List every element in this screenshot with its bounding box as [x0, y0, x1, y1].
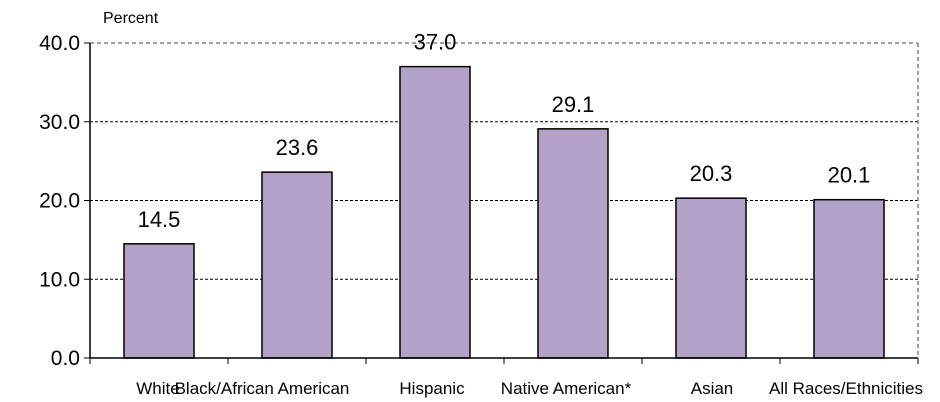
- bar-value-label: 29.1: [552, 92, 595, 117]
- y-tick-label: 0.0: [51, 347, 80, 370]
- y-axis-label: Percent: [103, 10, 159, 27]
- x-category-label: Black/African American: [175, 379, 350, 398]
- x-category-label: Asian: [691, 379, 734, 398]
- bar-value-label: 37.0: [414, 30, 457, 55]
- y-tick-label: 20.0: [39, 190, 80, 213]
- plot-frame: [90, 42, 919, 358]
- bar: [399, 65, 471, 359]
- y-tick-label: 40.0: [39, 32, 80, 55]
- x-category-label: White: [136, 379, 179, 398]
- bars: [123, 65, 885, 359]
- bar: [261, 171, 333, 359]
- x-category-label: All Races/Ethnicities: [769, 379, 923, 398]
- bar: [537, 128, 609, 359]
- bar: [813, 198, 885, 359]
- bar-value-label: 14.5: [138, 207, 181, 232]
- labels: 14.5 White 23.6 Black/African American 37.0 H…: [136, 30, 923, 398]
- bar-value-label: 20.1: [828, 163, 871, 188]
- bar: [675, 197, 747, 359]
- y-tick-label: 30.0: [39, 111, 80, 134]
- x-category-label: Hispanic: [399, 379, 465, 398]
- axes: 0.0 10.0 20.0 30.0 40.0: [39, 32, 919, 370]
- bar-value-label: 20.3: [690, 161, 733, 186]
- bar-value-label: 23.6: [276, 135, 319, 160]
- y-tick-label: 10.0: [39, 268, 80, 291]
- x-category-label: Native American*: [501, 379, 632, 398]
- gridlines: [90, 121, 918, 280]
- bar: [123, 243, 195, 359]
